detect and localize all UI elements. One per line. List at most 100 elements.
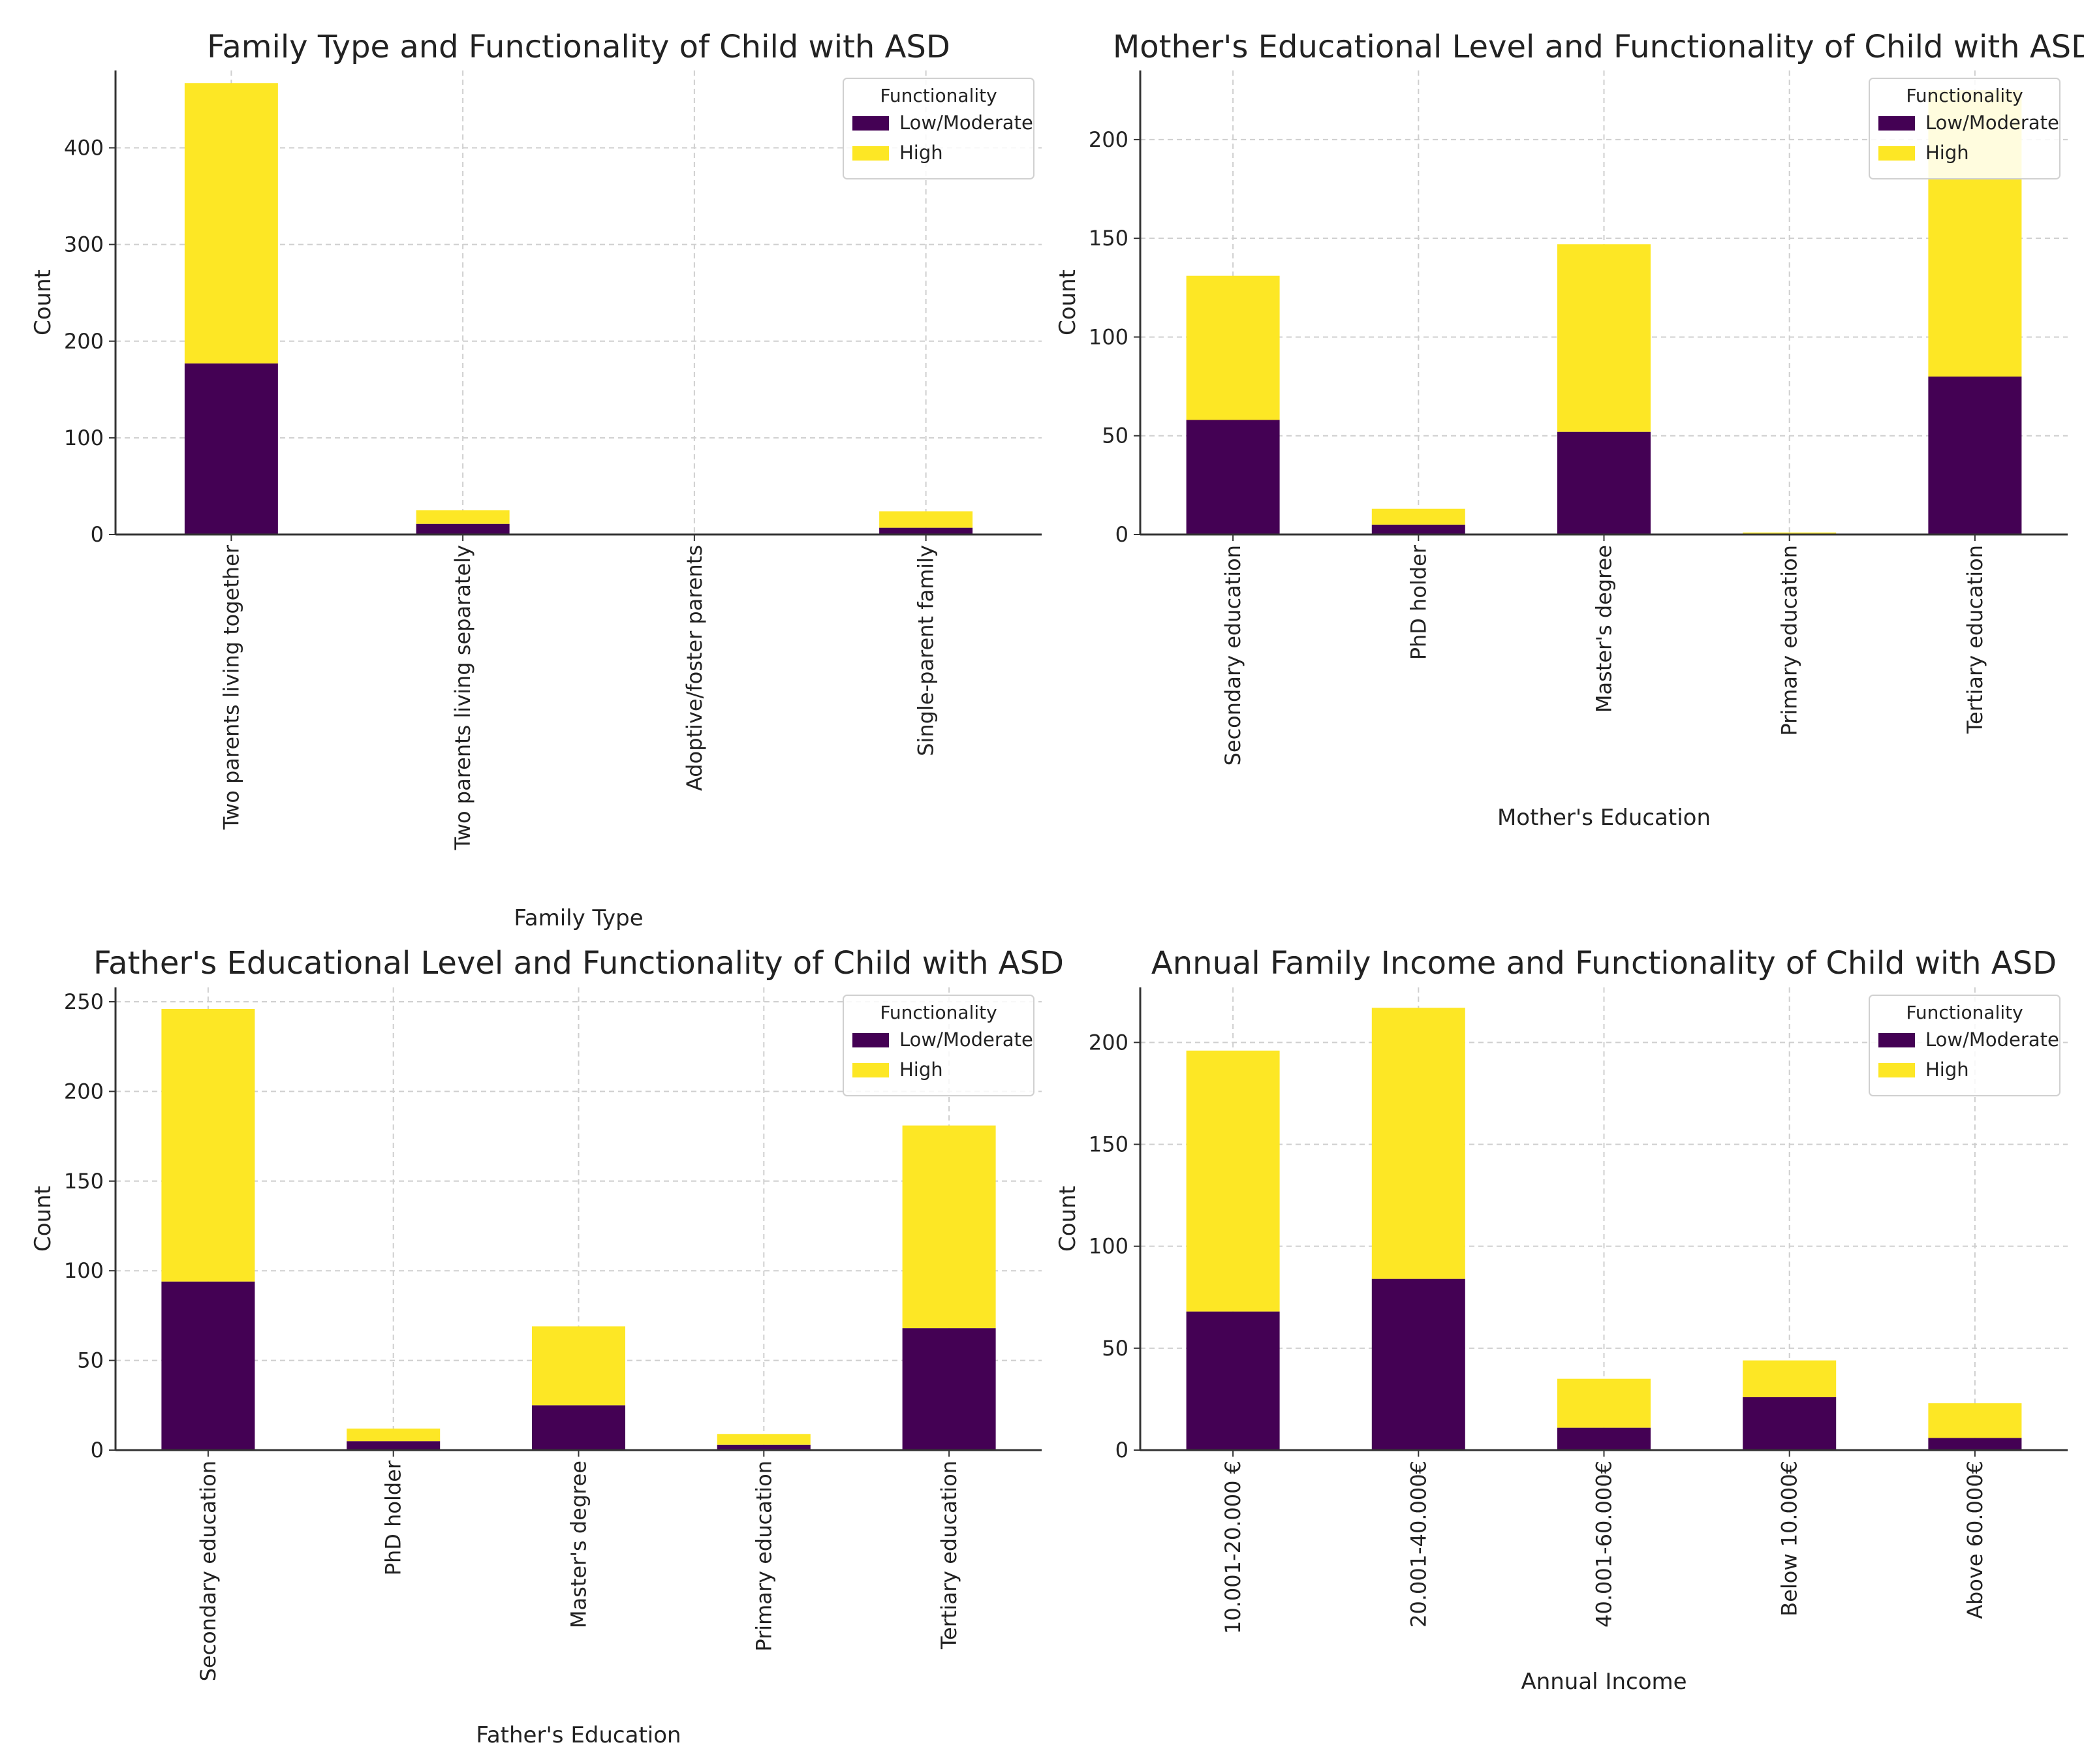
y-tick-label: 0 [91, 1438, 104, 1462]
y-axis-label: Count [30, 270, 56, 335]
legend-swatch [1878, 116, 1915, 131]
x-tick-label: PhD holder [1406, 544, 1431, 660]
legend-label: High [1925, 142, 1969, 164]
bar-high-3 [1557, 1378, 1651, 1428]
legend: Functionality Low/Moderate High [1869, 995, 2061, 1096]
legend-swatch [1878, 1063, 1915, 1077]
bar-high-4 [717, 1434, 811, 1445]
legend-swatch [852, 1063, 889, 1077]
legend-title: Functionality [1906, 1002, 2023, 1023]
chart-panel-3: Father's Educational Level and Functiona… [30, 945, 1064, 1748]
bar-low-moderate-3 [532, 1405, 625, 1450]
y-tick-label: 0 [1115, 522, 1128, 547]
bar-low-moderate-5 [902, 1328, 996, 1450]
x-tick-label: Primary education [1777, 545, 1802, 736]
legend-label: High [899, 142, 943, 164]
y-tick-label: 0 [91, 522, 104, 547]
bar-low-moderate-3 [1557, 1427, 1651, 1450]
y-tick-label: 100 [64, 426, 104, 450]
bar-low-moderate-1 [1186, 1311, 1280, 1450]
x-tick-label: 40.001-60.000€ [1592, 1461, 1617, 1628]
y-tick-label: 100 [64, 1258, 104, 1283]
y-tick-label: 0 [1115, 1438, 1128, 1462]
bar-low-moderate-5 [1928, 1438, 2022, 1450]
legend: Functionality Low/Moderate High [1869, 78, 2061, 179]
x-tick-label: Adoptive/foster parents [682, 545, 707, 791]
chart-panel-4: Annual Family Income and Functionality o… [1055, 945, 2068, 1695]
bar-high-4 [1743, 1360, 1837, 1397]
legend-title: Functionality [880, 1002, 997, 1023]
bar-low-moderate-2 [1371, 524, 1465, 534]
y-tick-label: 50 [77, 1348, 104, 1373]
bar-low-moderate-3 [1557, 431, 1651, 534]
chart-title: Father's Educational Level and Functiona… [93, 945, 1064, 982]
chart-title: Annual Family Income and Functionality o… [1151, 945, 2057, 982]
y-tick-label: 100 [1089, 324, 1128, 349]
bar-high-5 [1928, 1403, 2022, 1438]
x-tick-label: Below 10.000€ [1777, 1461, 1802, 1617]
y-tick-label: 50 [1102, 1336, 1128, 1361]
chart-panel-2: Mother's Educational Level and Functiona… [1055, 29, 2084, 831]
x-tick-label: Tertiary education [937, 1461, 961, 1650]
y-tick-label: 300 [64, 232, 104, 257]
legend-swatch [852, 146, 889, 161]
legend-title: Functionality [880, 85, 997, 106]
x-axis-label: Mother's Education [1497, 805, 1711, 831]
bar-high-2 [1371, 508, 1465, 525]
x-tick-label: Master's degree [567, 1461, 591, 1628]
chart-title: Family Type and Functionality of Child w… [207, 29, 950, 65]
legend: Functionality Low/Moderate High [843, 78, 1034, 179]
legend-swatch [852, 116, 889, 131]
y-tick-label: 200 [1089, 1030, 1128, 1055]
bar-low-moderate-1 [184, 363, 278, 534]
bar-low-moderate-5 [1928, 376, 2022, 534]
legend-title: Functionality [1906, 85, 2023, 106]
bar-high-2 [1371, 1008, 1465, 1279]
x-tick-label: Secondary education [196, 1461, 221, 1681]
y-tick-label: 200 [64, 329, 104, 354]
bar-high-5 [902, 1125, 996, 1329]
legend-label: Low/Moderate [899, 112, 1033, 134]
y-tick-label: 250 [64, 989, 104, 1014]
y-tick-label: 200 [1089, 127, 1128, 152]
legend-swatch [1878, 1033, 1915, 1047]
bar-low-moderate-4 [879, 527, 973, 534]
bar-low-moderate-2 [347, 1441, 441, 1450]
legend-label: Low/Moderate [1925, 1029, 2059, 1051]
y-tick-label: 100 [1089, 1234, 1128, 1259]
legend-swatch [1878, 146, 1915, 161]
legend-label: Low/Moderate [1925, 112, 2059, 134]
legend-box [1869, 78, 2061, 179]
bar-high-1 [161, 1008, 255, 1282]
x-tick-label: PhD holder [381, 1460, 406, 1575]
bar-low-moderate-4 [1743, 1397, 1837, 1450]
y-tick-label: 150 [1089, 1132, 1128, 1156]
legend-label: High [899, 1059, 943, 1081]
bar-high-1 [184, 83, 278, 364]
x-tick-label: Master's degree [1592, 545, 1617, 713]
bar-high-2 [347, 1429, 441, 1442]
bar-low-moderate-4 [717, 1444, 811, 1450]
x-tick-label: Single-parent family [914, 545, 939, 756]
bar-high-3 [532, 1326, 625, 1406]
x-tick-label: 10.001-20.000 € [1221, 1461, 1245, 1634]
bar-low-moderate-1 [1186, 420, 1280, 534]
chart-panel-1: Family Type and Functionality of Child w… [30, 29, 1042, 931]
bar-high-1 [1186, 1050, 1280, 1312]
x-axis-label: Family Type [514, 905, 643, 931]
y-axis-label: Count [30, 1186, 56, 1252]
legend-swatch [852, 1033, 889, 1047]
x-tick-label: Tertiary education [1963, 545, 1987, 734]
y-tick-label: 50 [1102, 424, 1128, 448]
legend-box [843, 78, 1034, 179]
legend-box [843, 995, 1034, 1096]
y-axis-label: Count [1055, 1186, 1081, 1252]
y-tick-label: 400 [64, 136, 104, 161]
y-tick-label: 150 [1089, 226, 1128, 251]
x-tick-label: Two parents living separately [450, 545, 475, 850]
x-tick-label: 20.001-40.000€ [1406, 1461, 1431, 1628]
chart-title: Mother's Educational Level and Functiona… [1113, 29, 2084, 65]
bar-high-2 [416, 510, 510, 524]
x-tick-label: Secondary education [1221, 545, 1245, 766]
